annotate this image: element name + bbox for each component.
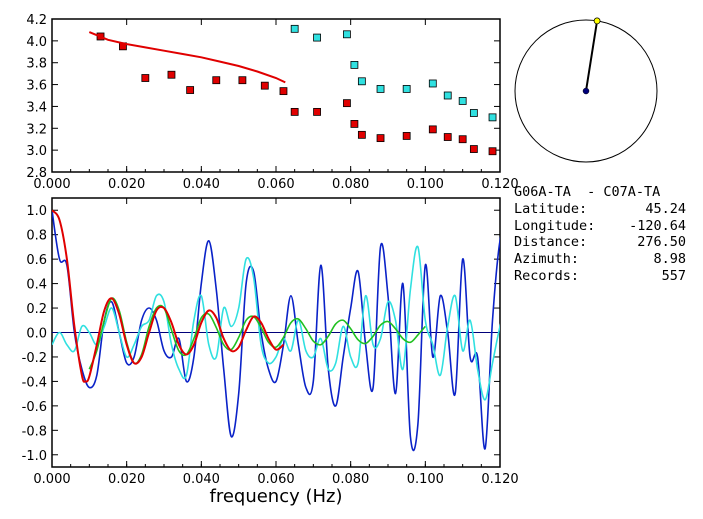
bottom-y-tick-label: -0.6	[22, 400, 47, 415]
polar-station-point	[593, 17, 601, 25]
correlation-plot: 0.000 0.020 0.040 0.060 0.080 0.100 0.120 -1.0 -…	[22, 197, 519, 507]
polar-center-point	[582, 87, 590, 95]
top-cyan-point	[488, 113, 497, 122]
top-red-point	[313, 107, 321, 116]
top-red-point	[357, 130, 366, 139]
records-label: Records:	[514, 267, 580, 284]
info-row-records: Records: 557	[514, 268, 699, 285]
polar-circle	[514, 19, 658, 163]
bottom-y-tick-label: -0.4	[22, 375, 47, 390]
bottom-x-tick-label: 0.100	[407, 472, 444, 487]
top-red-point	[458, 135, 467, 144]
top-y-tick-label: 4.0	[26, 35, 47, 50]
bottom-y-tick-label: 0.6	[26, 253, 47, 268]
top-cyan-point	[290, 24, 299, 33]
distance-label: Distance:	[514, 234, 588, 251]
bottom-x-tick-label: 0.080	[332, 472, 369, 487]
top-x-tick-label: 0.020	[108, 177, 145, 192]
top-red-point	[343, 99, 351, 108]
bottom-y-tick-label: 0.4	[26, 278, 47, 293]
bottom-y-tick-label: 0.8	[26, 229, 47, 244]
top-red-point	[402, 132, 411, 140]
top-y-tick-label: 3.2	[26, 122, 47, 137]
top-cyan-point	[313, 33, 321, 42]
bottom-x-tick-label: 0.040	[183, 472, 220, 487]
top-y-tick-label: 3.0	[26, 144, 47, 159]
top-x-tick-label: 0.120	[481, 177, 518, 192]
top-red-point	[350, 120, 359, 128]
info-row-distance: Distance: 276.50	[514, 234, 699, 251]
top-y-tick-label: 2.8	[26, 166, 47, 181]
station-pair: G06A-TA - C07A-TA	[514, 184, 699, 201]
bottom-y-tick-label: 1.0	[26, 204, 47, 219]
top-red-curve	[88, 31, 286, 84]
top-red-point	[469, 145, 478, 153]
top-red-point	[290, 107, 299, 116]
top-y-tick-label: 3.6	[26, 79, 47, 94]
top-cyan-point	[443, 91, 452, 100]
top-cyan-point	[350, 61, 359, 69]
top-red-point	[212, 76, 221, 85]
top-x-tick-label: 0.100	[407, 177, 444, 192]
info-row-latitude: Latitude: 45.24	[514, 201, 699, 218]
top-y-tick-label: 3.8	[26, 57, 47, 72]
info-row-azimuth: Azimuth: 8.98	[514, 251, 699, 268]
top-red-point	[238, 76, 247, 85]
top-y-tick-label: 3.4	[26, 100, 47, 115]
station-info-panel: G06A-TA - C07A-TA Latitude: 45.24 Longit…	[514, 184, 699, 285]
bottom-x-tick-label: 0.060	[257, 472, 294, 487]
bottom-y-tick-label: 0.0	[26, 327, 47, 342]
bottom-y-tick-label: -0.8	[22, 424, 47, 439]
top-red-point	[260, 81, 269, 90]
top-red-point	[167, 70, 176, 79]
top-red-point	[428, 125, 437, 134]
records-value: 557	[661, 267, 686, 284]
longitude-value: -120.64	[629, 217, 686, 234]
longitude-label: Longitude:	[514, 217, 596, 234]
top-cyan-point	[469, 109, 478, 117]
top-x-tick-label: 0.080	[332, 177, 369, 192]
top-cyan-point	[376, 85, 385, 93]
top-red-point	[279, 87, 288, 96]
top-y-tick-label: 4.2	[26, 13, 47, 28]
top-red-point	[186, 86, 195, 94]
bottom-y-tick-label: -0.2	[22, 351, 47, 366]
info-row-longitude: Longitude: -120.64	[514, 218, 699, 235]
top-cyan-point	[343, 30, 351, 39]
bottom-y-tick-label: 0.2	[26, 302, 47, 317]
top-red-point	[376, 134, 385, 143]
bottom-green-series	[88, 297, 426, 370]
top-cyan-point	[402, 85, 411, 93]
top-red-point	[141, 74, 150, 82]
top-red-point	[443, 133, 452, 141]
azimuth-polar-plot	[514, 17, 658, 163]
bottom-x-axis-title: frequency (Hz)	[209, 486, 342, 507]
azimuth-value: 8.98	[653, 251, 686, 268]
top-x-tick-label: 0.040	[183, 177, 220, 192]
azimuth-label: Azimuth:	[514, 251, 580, 268]
distance-value: 276.50	[637, 234, 686, 251]
bottom-x-tick-label: 0.120	[481, 472, 518, 487]
bottom-blue-series	[52, 210, 500, 452]
bottom-x-tick-label: 0.000	[33, 472, 70, 487]
top-cyan-point	[458, 97, 467, 105]
bottom-y-tick-label: -1.0	[22, 449, 47, 464]
latitude-value: 45.24	[645, 200, 686, 217]
bottom-red-series	[52, 209, 285, 383]
top-cyan-point	[357, 77, 366, 86]
top-x-tick-label: 0.060	[257, 177, 294, 192]
latitude-label: Latitude:	[514, 200, 588, 217]
top-red-point	[488, 147, 497, 156]
bottom-x-tick-label: 0.020	[108, 472, 145, 487]
dispersion-plot: 0.000 0.020 0.040 0.060 0.080 0.100 0.120 2.8 3.…	[26, 13, 518, 192]
top-x-tick-label: 0.000	[33, 177, 70, 192]
station-pair-label: G06A-TA - C07A-TA	[514, 184, 661, 200]
top-cyan-point	[428, 79, 437, 88]
polar-azimuth-line	[585, 20, 599, 92]
